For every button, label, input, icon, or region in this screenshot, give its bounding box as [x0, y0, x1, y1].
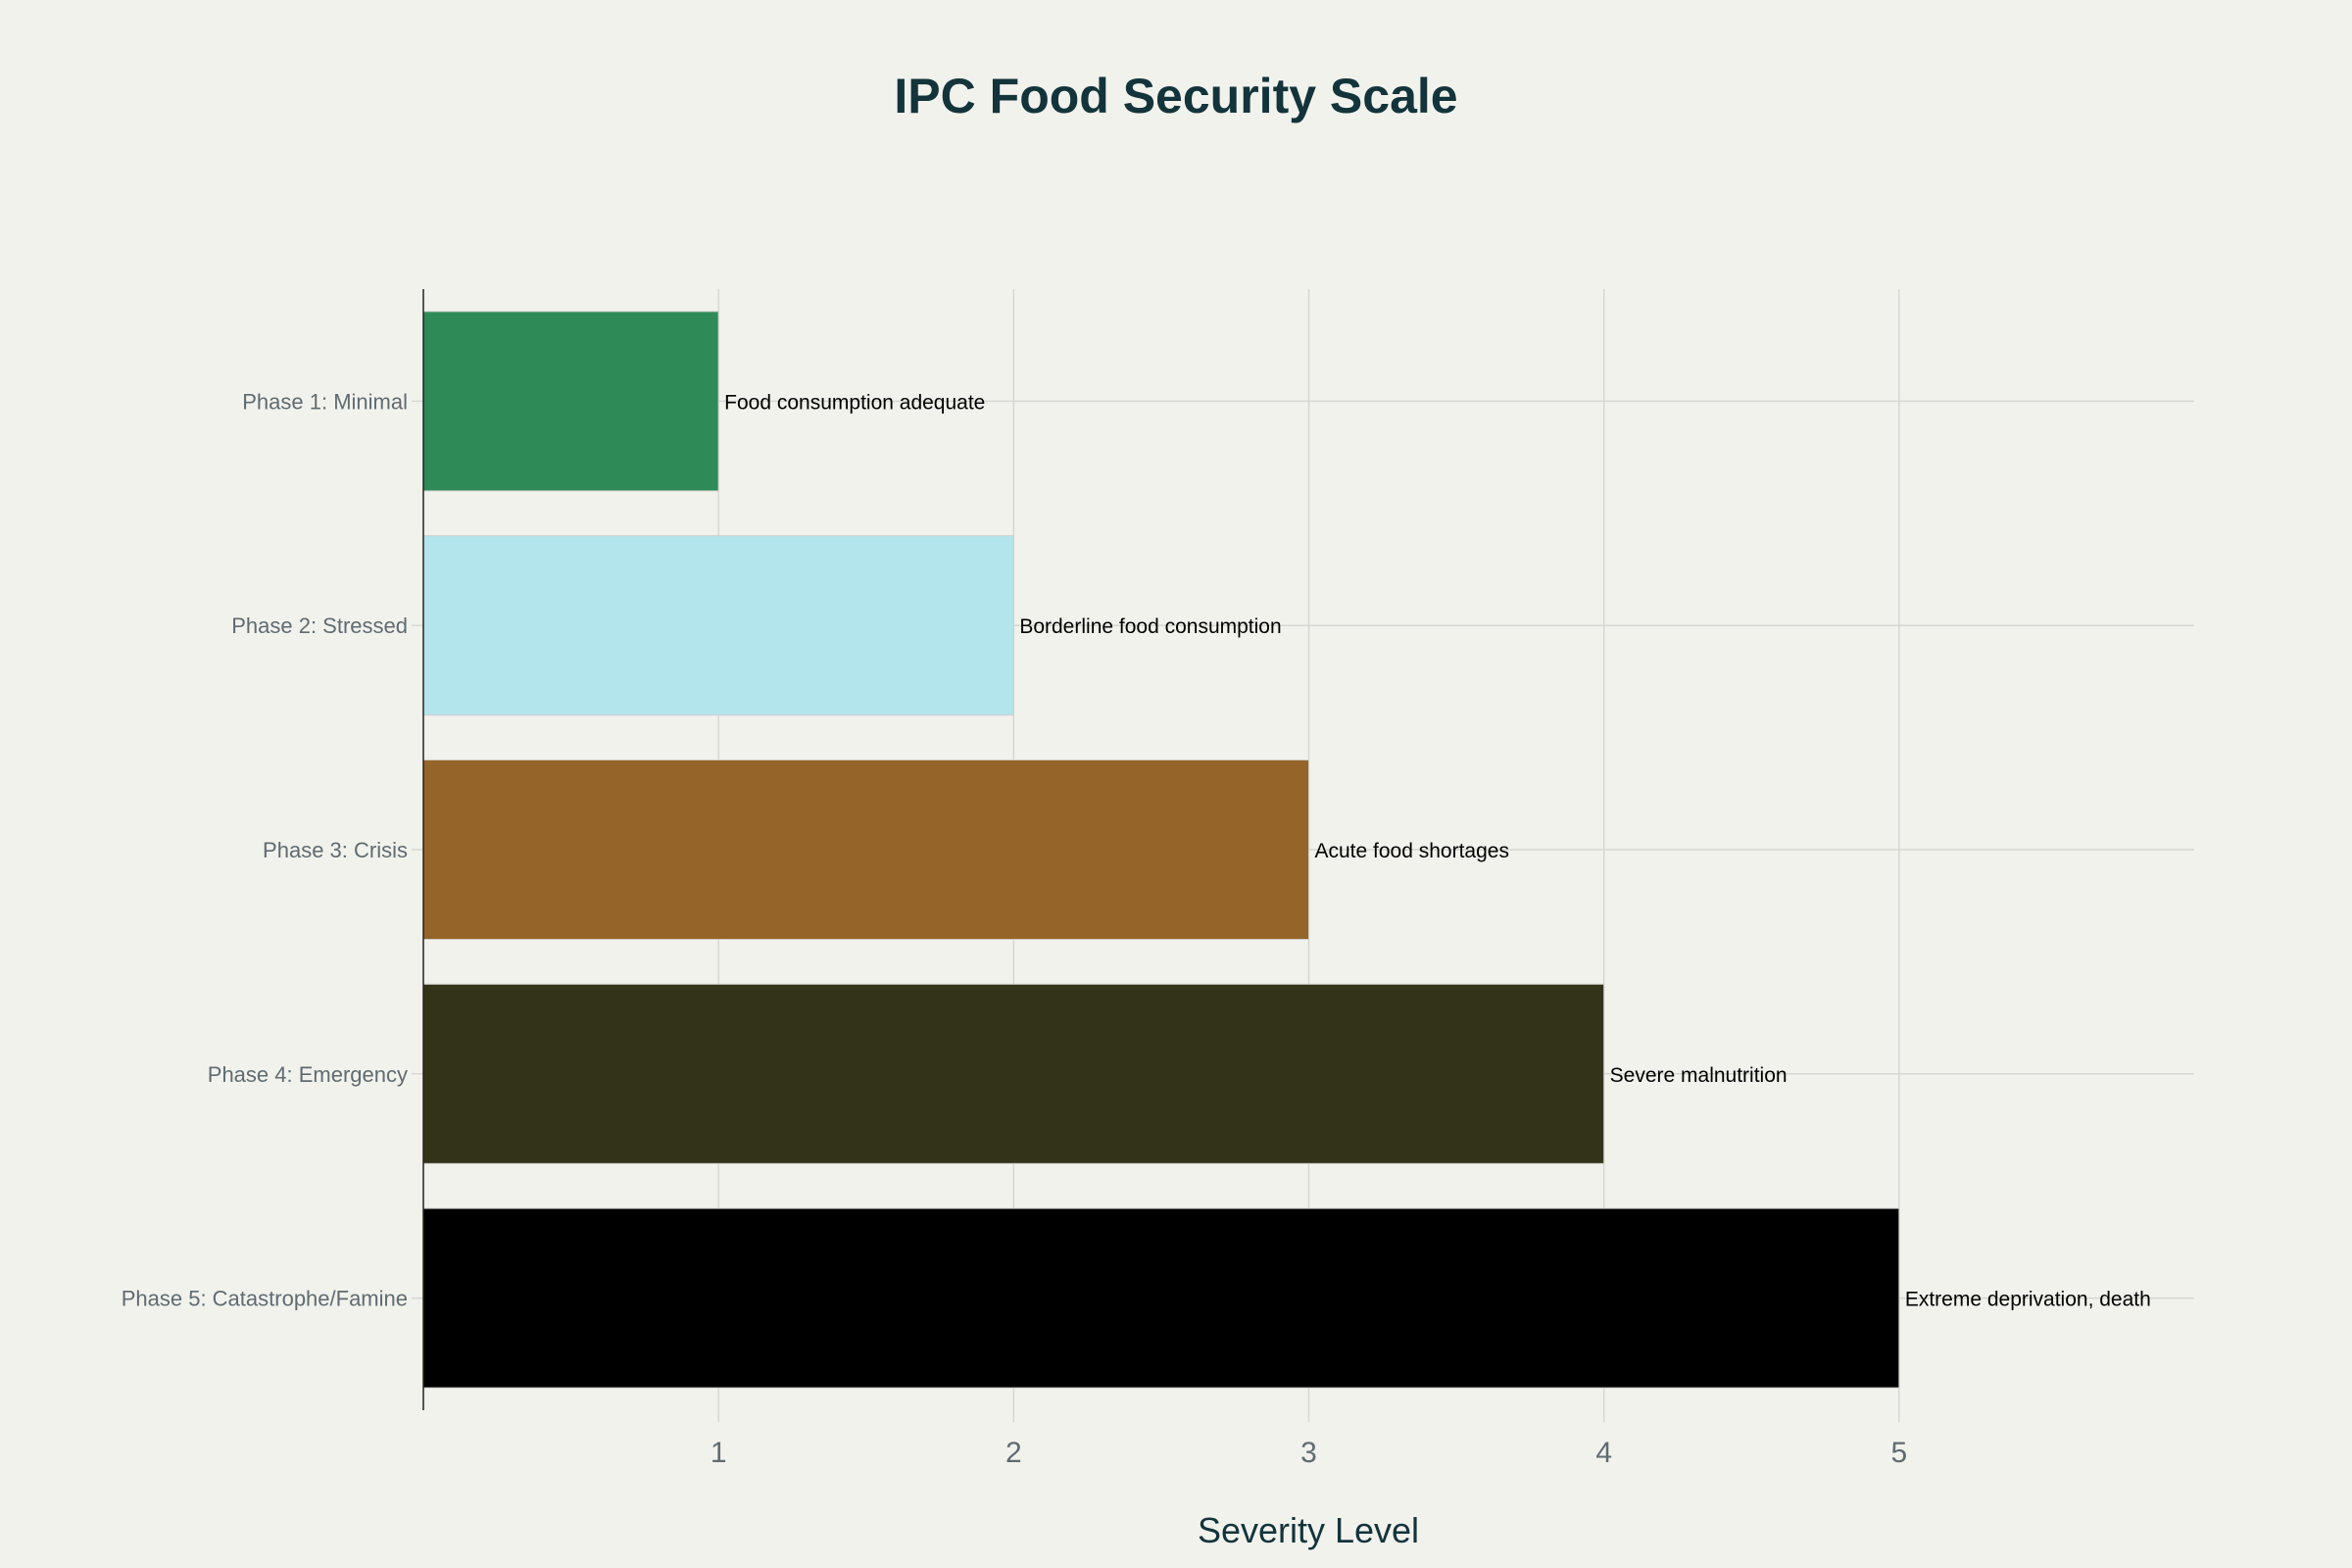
chart-title: IPC Food Security Scale [894, 69, 1457, 123]
bar [422, 1207, 1900, 1389]
data-label: Food consumption adequate [724, 391, 985, 414]
bars [422, 311, 1900, 1389]
x-tick-label: 5 [1890, 1437, 1907, 1469]
bar [422, 535, 1014, 716]
data-label: Borderline food consumption [1019, 615, 1281, 638]
x-axis-title: Severity Level [1198, 1510, 1419, 1550]
x-tick-label: 3 [1300, 1437, 1317, 1469]
data-label: Severe malnutrition [1610, 1064, 1788, 1087]
y-tick-labels: Phase 1: Minimal Phase 2: Stressed Phase 3… [122, 389, 408, 1310]
x-tick-label: 1 [710, 1437, 727, 1469]
data-label: Acute food shortages [1315, 840, 1509, 862]
y-tick-label: Phase 5: Catastrophe/Famine [122, 1287, 408, 1311]
y-tick-label: Phase 3: Crisis [263, 838, 408, 862]
y-tick-label: Phase 1: Minimal [242, 389, 408, 414]
bar [422, 311, 719, 492]
y-tick-label: Phase 4: Emergency [208, 1062, 408, 1087]
x-tick-labels: 1 2 3 4 5 [710, 1437, 1907, 1469]
bar [422, 983, 1605, 1164]
x-tick-label: 4 [1595, 1437, 1612, 1469]
data-labels: Food consumption adequate Borderline food… [724, 391, 2151, 1310]
data-label: Extreme deprivation, death [1905, 1289, 2151, 1311]
bar [422, 759, 1309, 941]
x-tick-label: 2 [1005, 1437, 1022, 1469]
y-tick-label: Phase 2: Stressed [231, 613, 408, 638]
